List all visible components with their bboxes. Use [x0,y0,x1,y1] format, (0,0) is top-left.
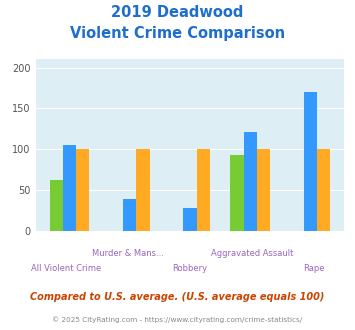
Text: 2019 Deadwood: 2019 Deadwood [111,5,244,20]
Text: Compared to U.S. average. (U.S. average equals 100): Compared to U.S. average. (U.S. average … [30,292,325,302]
Text: Rape: Rape [303,264,324,273]
Text: Murder & Mans...: Murder & Mans... [92,249,164,258]
Bar [63,145,76,231]
Bar [197,149,210,231]
Bar [123,199,136,231]
Text: Violent Crime Comparison: Violent Crime Comparison [70,26,285,41]
Text: Robbery: Robbery [173,264,207,273]
Bar [136,149,149,231]
Bar [257,149,270,231]
Text: © 2025 CityRating.com - https://www.cityrating.com/crime-statistics/: © 2025 CityRating.com - https://www.city… [53,316,302,323]
Text: All Violent Crime: All Violent Crime [31,264,102,273]
Bar [317,149,330,231]
Bar [244,132,257,231]
Bar [304,92,317,231]
Bar [76,149,89,231]
Text: Aggravated Assault: Aggravated Assault [211,249,293,258]
Bar [183,208,197,231]
Bar [230,155,244,231]
Bar [50,180,63,231]
